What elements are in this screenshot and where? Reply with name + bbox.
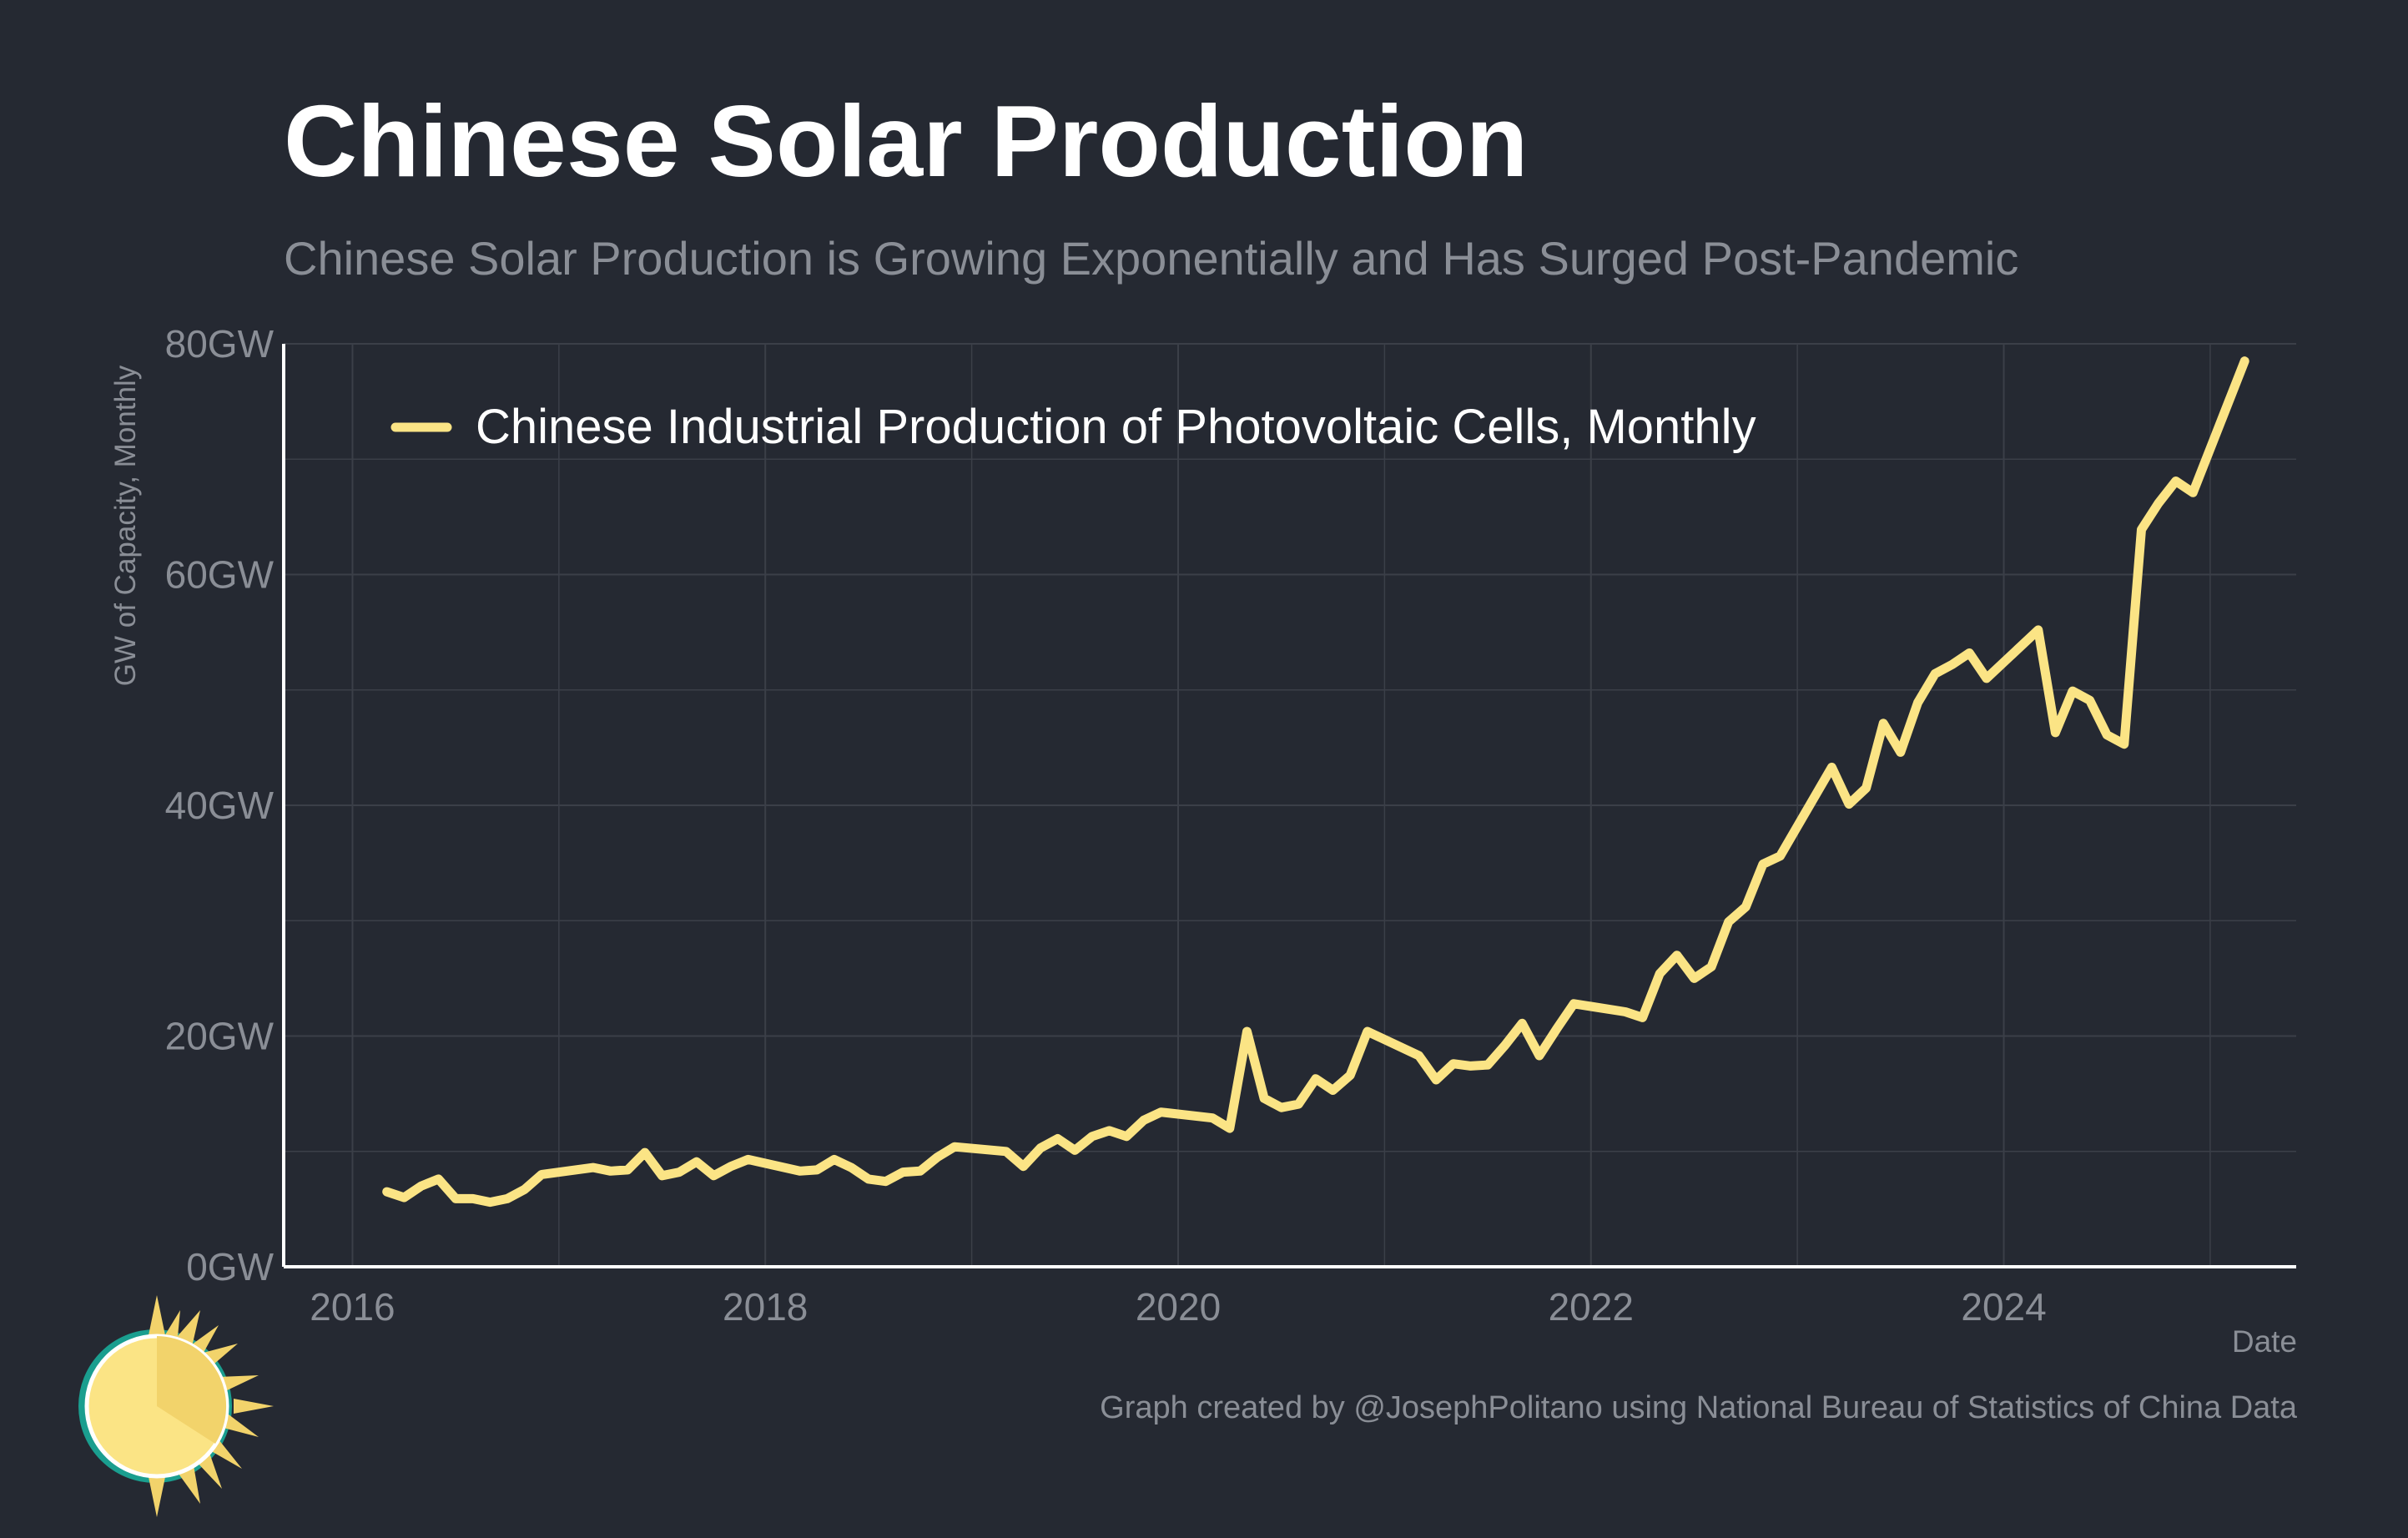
y-axis-label: GW of Capacity, Monthly	[109, 365, 142, 686]
series-lines	[382, 356, 2249, 1208]
x-tick-label: 2024	[1961, 1285, 2046, 1329]
tick-labels: 0GW 20GW 40GW 60GW 80GW 2016 2018 2020 2022 2024	[165, 322, 2047, 1329]
chart-subtitle: Chinese Solar Production is Growing Expo…	[284, 232, 2019, 285]
y-tick-label: 80GW	[165, 322, 275, 366]
y-tick-label: 60GW	[165, 553, 275, 597]
x-tick-label: 2022	[1549, 1285, 1634, 1329]
grid-lines	[284, 343, 2296, 1268]
x-tick-label: 2020	[1136, 1285, 1221, 1329]
y-tick-label: 40GW	[165, 784, 275, 827]
sun-icon	[78, 1295, 274, 1517]
chart-title: Chinese Solar Production	[284, 84, 1529, 198]
y-tick-label: 0GW	[186, 1245, 274, 1288]
legend: Chinese Industrial Production of Photovo…	[390, 400, 1756, 454]
series-line	[382, 356, 2249, 1208]
y-tick-label: 20GW	[165, 1015, 275, 1058]
axes	[282, 344, 2296, 1268]
source-caption: Graph created by @JosephPolitano using N…	[1100, 1390, 2297, 1425]
x-tick-label: 2018	[723, 1285, 808, 1329]
x-axis-label: Date	[2231, 1324, 2297, 1359]
legend-label: Chinese Industrial Production of Photovo…	[476, 400, 1756, 454]
x-tick-label: 2016	[310, 1285, 395, 1329]
